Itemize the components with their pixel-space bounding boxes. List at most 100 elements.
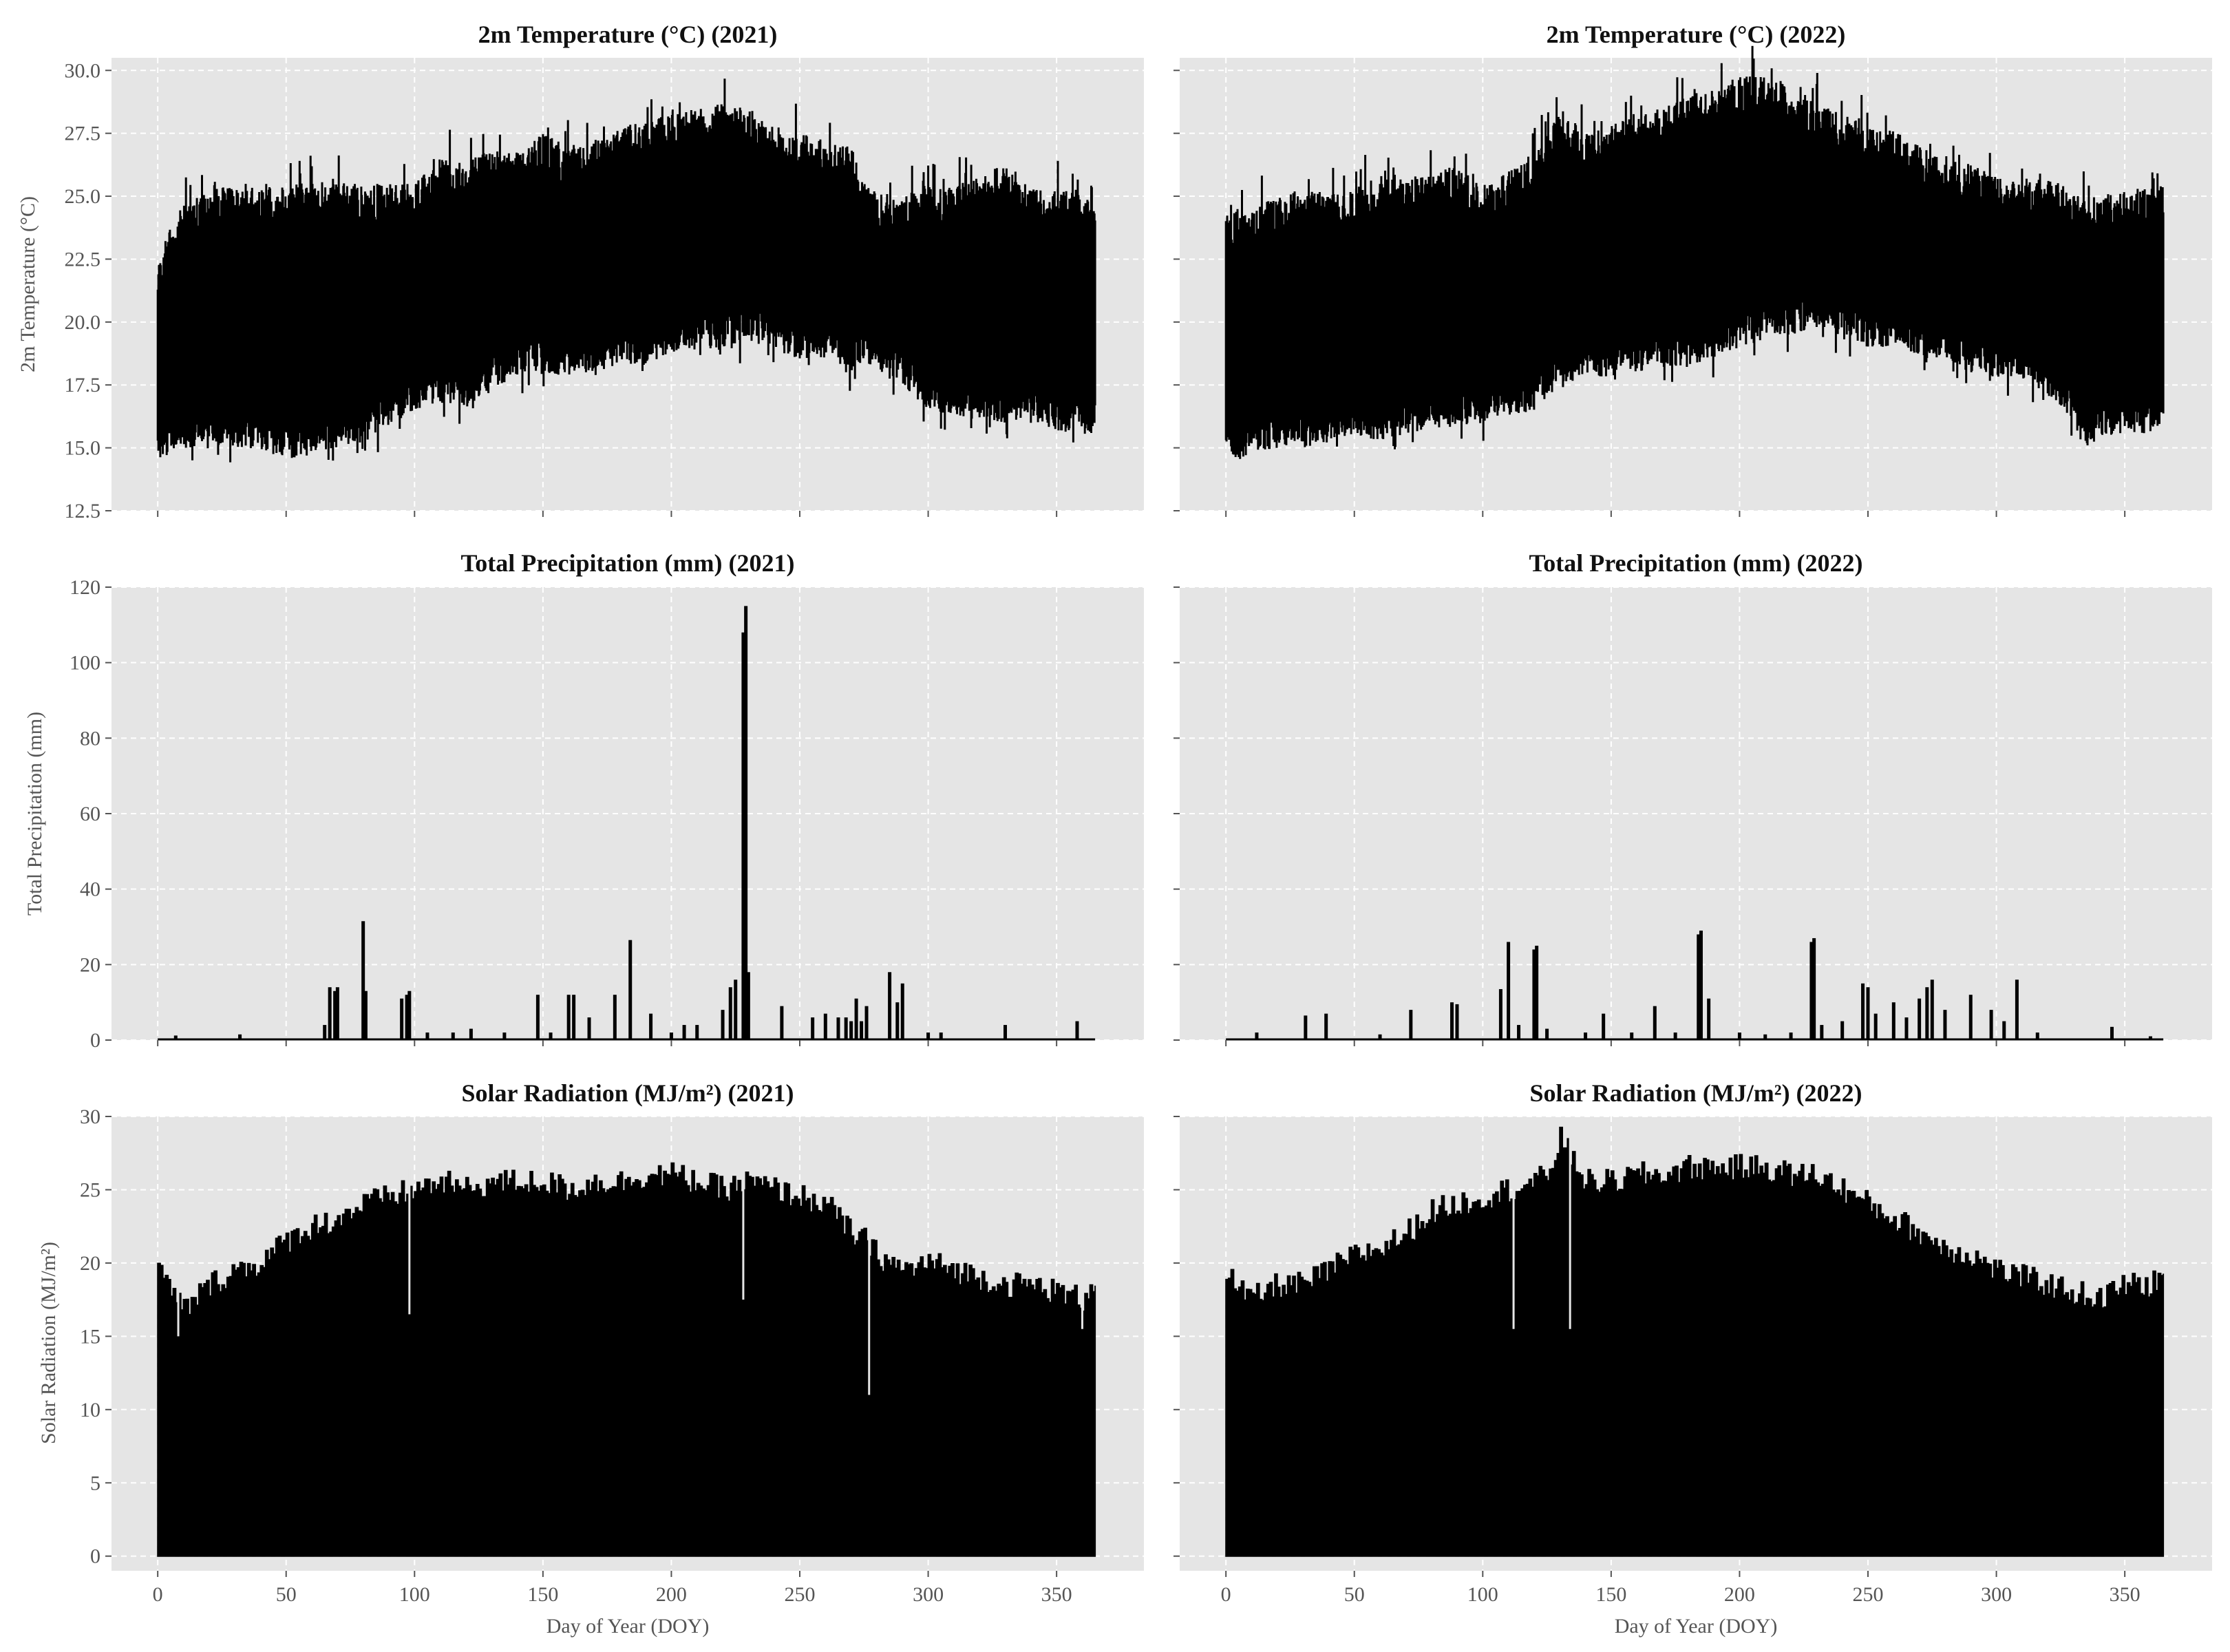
precipitation-bar (323, 1025, 327, 1040)
x-axis (157, 1040, 1058, 1046)
precipitation-bar (823, 1013, 827, 1040)
y-tick-label: 40 (80, 878, 100, 901)
precipitation-bar (695, 1025, 699, 1040)
y-tick-label: 100 (70, 652, 100, 675)
panel-title: 2m Temperature (°C) (2022) (1547, 21, 1846, 48)
precipitation-bar (469, 1028, 473, 1040)
precipitation-bar (335, 987, 339, 1040)
precipitation-bar (849, 1021, 853, 1040)
precipitation-bar (888, 972, 892, 1040)
data-marks (156, 78, 1096, 463)
y-tick-label: 25 (80, 1178, 100, 1201)
y-tick-label: 22.5 (65, 248, 101, 271)
x-tick-label: 200 (656, 1583, 687, 1606)
x-axis (157, 511, 1058, 517)
solar-radiation-area (1225, 1126, 2165, 1557)
precipitation-bar (836, 1017, 840, 1040)
y-tick-label: 0 (90, 1029, 100, 1052)
y-axis-label: Solar Radiation (MJ/m²) (37, 1242, 60, 1444)
precipitation-bar (1535, 945, 1539, 1040)
precipitation-bar (1653, 1006, 1657, 1040)
precipitation-bar (1866, 987, 1870, 1040)
precipitation-bar (746, 972, 750, 1040)
precipitation-bar (1378, 1034, 1382, 1040)
y-tick-label: 17.5 (65, 374, 101, 396)
x-axis (1225, 511, 2126, 517)
precipitation-bar (1789, 1032, 1793, 1040)
precipitation-bar (1517, 1025, 1521, 1040)
precipitation-bar (1324, 1013, 1328, 1040)
data-marks (157, 1162, 1096, 1557)
precipitation-bar (1450, 1002, 1454, 1040)
precipitation-bar (587, 1017, 591, 1040)
precipitation-bar (1925, 987, 1929, 1040)
precipitation-bar (741, 632, 745, 1040)
precipitation-bar (1840, 1021, 1845, 1040)
precipitation-bar (780, 1006, 784, 1040)
y-axis (1174, 70, 1180, 511)
y-tick-label: 120 (70, 576, 100, 599)
precipitation-bar (1602, 1013, 1606, 1040)
precipitation-bar (1989, 1010, 1993, 1040)
y-tick-label: 12.5 (65, 500, 101, 522)
precipitation-bar (572, 995, 576, 1040)
data-marks (1226, 930, 2164, 1041)
data-marks (1224, 45, 2165, 459)
precipitation-bar (1630, 1032, 1634, 1040)
precipitation-bar (1873, 1013, 1878, 1040)
precipitation-bar (1498, 988, 1502, 1040)
x-tick-label: 100 (399, 1583, 430, 1606)
precipitation-bar (425, 1032, 429, 1040)
precipitation-bar (1737, 1032, 1741, 1040)
precipitation-bar (844, 1017, 848, 1040)
precipitation-bar (2002, 1021, 2006, 1040)
precipitation-bar (451, 1032, 455, 1040)
precipitation-bar (649, 1013, 653, 1040)
precipitation-bar (734, 979, 738, 1040)
temperature-series-line (156, 78, 1096, 463)
precipitation-bar (1304, 1015, 1308, 1040)
x-tick-label: 350 (2110, 1583, 2141, 1606)
x-tick-label: 50 (276, 1583, 297, 1606)
x-axis-label: Day of Year (DOY) (1615, 1615, 1778, 1638)
precipitation-bar (721, 1010, 725, 1040)
y-axis: 0 5 10 15 20 25 30 (80, 1105, 111, 1568)
precipitation-bar (2035, 1032, 2039, 1040)
precipitation-bar (1545, 1028, 1549, 1040)
precipitation-bar (1861, 983, 1865, 1040)
precipitation-bar (900, 983, 904, 1040)
precipitation-bar (566, 995, 571, 1040)
precipitation-bar (333, 991, 337, 1040)
x-axis (1225, 1040, 2126, 1046)
precipitation-bar (363, 991, 368, 1040)
precipitation-bar (1820, 1025, 1824, 1040)
precipitation-bar (361, 921, 365, 1040)
x-tick-label: 50 (1344, 1583, 1365, 1606)
data-marks (1225, 1126, 2165, 1557)
precipitation-bar (1455, 1004, 1459, 1040)
panel-temperature-2022: 2m Temperature (°C) (2022) (1174, 21, 2212, 517)
precipitation-bar (400, 998, 404, 1040)
precipitation-bar (628, 940, 633, 1040)
y-tick-label: 27.5 (65, 123, 101, 145)
precipitation-bar (744, 606, 748, 1040)
x-tick-label: 250 (1853, 1583, 1884, 1606)
x-tick-label: 350 (1041, 1583, 1072, 1606)
panel-solar-radiation-2021: 0 5 10 15 20 25 30 0 50 100 150 200 250 300 350 Solar… (37, 1079, 1144, 1638)
x-tick-label: 300 (913, 1583, 944, 1606)
y-tick-label: 15.0 (65, 437, 101, 460)
precipitation-bar (502, 1032, 507, 1040)
precipitation-bar (854, 998, 858, 1040)
precipitation-bar (2110, 1026, 2114, 1040)
x-axis: 0 50 100 150 200 250 300 350 (1221, 1571, 2141, 1606)
precipitation-bar (407, 991, 412, 1040)
precipitation-bar (895, 1002, 900, 1040)
precipitation-bar (811, 1017, 815, 1040)
precipitation-bar (2148, 1036, 2152, 1040)
precipitation-bar (1943, 1010, 1947, 1040)
panel-title: Solar Radiation (MJ/m²) (2021) (461, 1079, 794, 1107)
panel-precipitation-2022: Total Precipitation (mm) (2022) (1174, 549, 2212, 1046)
precipitation-bar (939, 1032, 943, 1040)
precipitation-bar (1707, 998, 1711, 1040)
precipitation-bar (860, 1021, 864, 1040)
